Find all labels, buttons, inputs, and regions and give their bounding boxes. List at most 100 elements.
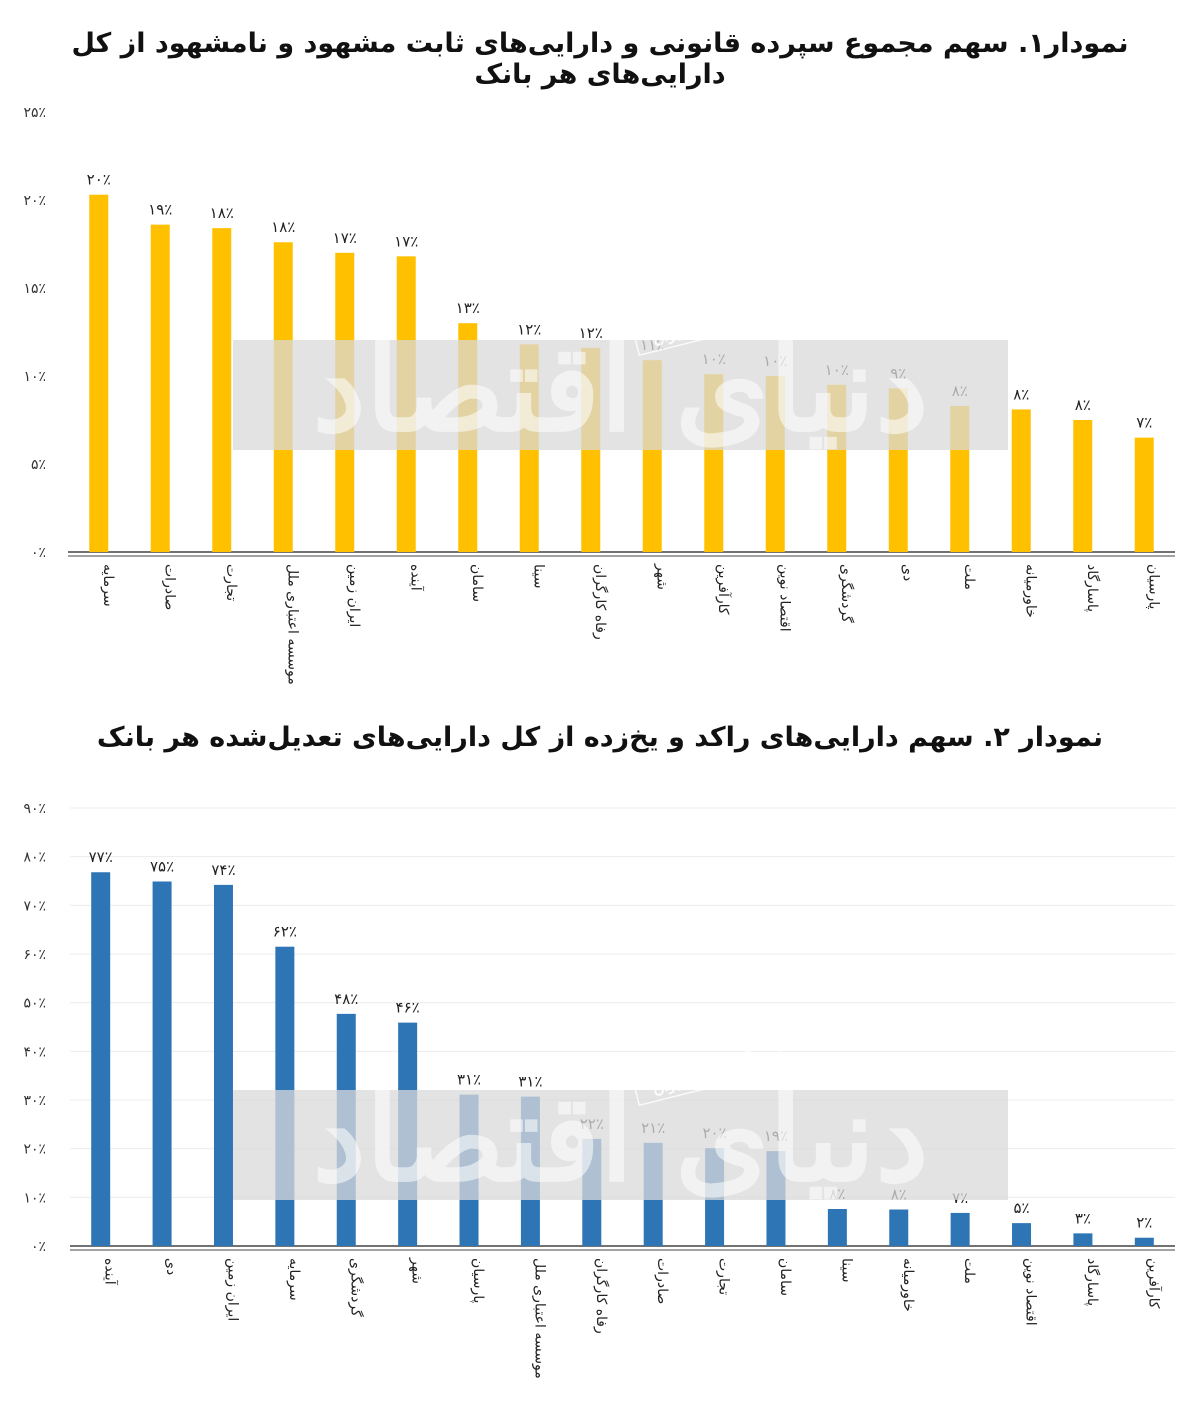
chart2-data-label: ۴۶٪ <box>396 999 420 1017</box>
chart2-data-label: ۸٪ <box>891 1186 907 1204</box>
chart2-category-label: صادرات <box>654 1258 670 1304</box>
chart1-data-label: ۱۳٪ <box>456 299 480 317</box>
chart2-category-label: تجارت <box>716 1258 732 1295</box>
chart1-data-label: ۲۰٪ <box>87 171 111 189</box>
chart1-category-label: ایران زمین <box>346 564 362 627</box>
chart2-data-label: ۵٪ <box>1013 1199 1029 1217</box>
chart1-category-label: پاسارگاد <box>1084 564 1101 612</box>
chart2-bar <box>398 1022 418 1246</box>
chart2-data-label: ۲۲٪ <box>580 1115 604 1133</box>
chart2-ytick-label: ۶۰٪ <box>23 947 46 963</box>
chart1-ytick-label: ۲۵٪ <box>23 105 46 121</box>
chart1-bar <box>150 224 170 552</box>
chart1-data-label: ۸٪ <box>1013 385 1029 403</box>
chart2-data-label: ۳٪ <box>1075 1209 1091 1227</box>
chart1-data-label: ۸٪ <box>1075 396 1091 414</box>
chart2-category-label: آینده <box>102 1258 119 1286</box>
chart1-category-label: رفاه کارگران <box>592 564 609 640</box>
chart1-bar <box>1011 409 1031 552</box>
chart2-data-label: ۳۱٪ <box>518 1073 542 1091</box>
chart2-data-label: ۷۴٪ <box>211 861 235 879</box>
chart2-category-label: اقتصاد نوین <box>1023 1258 1039 1326</box>
chart2-ytick-label: ۱۰٪ <box>23 1190 46 1206</box>
chart1-category-label: اقتصاد نوین <box>776 564 792 632</box>
chart2-category-label: سرمایه <box>286 1258 302 1301</box>
chart2-bar <box>520 1096 540 1246</box>
chart2-bar <box>1134 1237 1154 1246</box>
chart1-ytick-label: ۰٪ <box>31 545 46 561</box>
chart1-category-label: کارآفرین <box>715 564 732 615</box>
chart1-data-label: ۱۲٪ <box>517 320 541 338</box>
chart2-bar <box>213 884 233 1246</box>
chart1-ytick-label: ۱۵٪ <box>23 281 46 297</box>
chart1-data-label: ۱۷٪ <box>394 232 418 250</box>
chart2-bar <box>1012 1223 1032 1246</box>
chart2-category-label: رفاه کارگران <box>593 1258 610 1334</box>
chart1-ytick-label: ۱۰٪ <box>23 369 46 385</box>
chart1-watermark-badge-frame <box>632 292 786 357</box>
chart2-data-label: ۲۱٪ <box>641 1119 665 1137</box>
chart1-title: نمودار۱. سهم مجموع سپرده قانونی و دارایی… <box>71 28 1129 90</box>
chart1-category-label: سامان <box>469 564 485 602</box>
chart2-watermark-badge: روزنامه صبح ایران <box>632 1042 786 1107</box>
chart2-ytick-label: ۵۰٪ <box>23 996 46 1012</box>
chart2-data-label: ۳۱٪ <box>457 1071 481 1089</box>
chart1-data-label: ۱۷٪ <box>333 229 357 247</box>
chart2-category-label: دی <box>163 1258 179 1275</box>
chart1-category-label: گردشگری <box>838 564 855 623</box>
chart2-category-label: گردشگری <box>347 1258 364 1317</box>
chart2-bar <box>827 1209 847 1246</box>
chart1-category-label: آینده <box>407 564 424 592</box>
chart2-bar <box>91 872 111 1246</box>
chart1-bar <box>212 228 232 552</box>
chart1-svg: ۰٪ ۵٪ ۱۰٪ ۱۵٪ ۲۰٪ ۲۵٪ ۲۰٪ سرمایه ۱۹٪ صادرات ۱۸٪ تجا… <box>23 105 1175 685</box>
chart2-bar <box>643 1142 663 1246</box>
chart1-watermark-logo: دنیای اقتصاد <box>312 318 928 459</box>
chart1-category-label: ملت <box>961 564 977 590</box>
chart1-category-label: خاورمیانه <box>1022 564 1038 618</box>
chart2-bar <box>152 881 172 1246</box>
chart1-bar <box>1073 420 1093 552</box>
chart2-category-label: موسسه اعتباری ملل <box>531 1258 547 1379</box>
chart1-data-label: ۱۹٪ <box>148 201 172 219</box>
chart1-data-label: ۱۸٪ <box>210 204 234 222</box>
chart2-data-label: ۲٪ <box>1136 1214 1152 1232</box>
chart2-data-label: ۱۹٪ <box>764 1127 788 1145</box>
chart1-watermark-band <box>233 340 1008 450</box>
chart1-category-label: تجارت <box>223 564 239 601</box>
chart1-data-label: ۱۸٪ <box>271 218 295 236</box>
chart1-bar <box>1134 437 1154 552</box>
chart1-ytick-label: ۲۰٪ <box>23 193 46 209</box>
chart2-category-label: ملت <box>961 1258 977 1284</box>
chart2-bar <box>1073 1233 1093 1246</box>
chart2-data-label: ۷٪ <box>952 1189 968 1207</box>
chart1-category-label: دی <box>899 564 915 581</box>
chart2-bar <box>336 1013 356 1246</box>
chart2-watermark-badge-frame <box>632 1042 786 1107</box>
chart1-ytick-label: ۵٪ <box>31 457 46 473</box>
chart2-ytick-label: ۴۰٪ <box>23 1044 46 1060</box>
chart2-ytick-label: ۸۰٪ <box>23 850 46 866</box>
chart2-bar <box>582 1138 602 1246</box>
chart2-bar <box>950 1212 970 1246</box>
chart1-category-label: شهر <box>653 563 669 590</box>
chart2-data-label: ۶۲٪ <box>273 923 297 941</box>
chart2-category-label: ایران زمین <box>224 1258 240 1321</box>
chart1-category-label: سینا <box>530 564 546 588</box>
chart2-ytick-label: ۹۰٪ <box>23 801 46 817</box>
chart1-category-label: صادرات <box>161 564 177 610</box>
chart1-bar <box>89 194 109 552</box>
chart2-watermark-sub: روزنامه صبح ایران <box>651 1053 768 1098</box>
chart2-data-label: ۸٪ <box>829 1185 845 1203</box>
chart2-category-label: سینا <box>838 1258 854 1282</box>
chart2-ytick-label: ۲۰٪ <box>23 1142 46 1158</box>
chart2-ytick-label: ۳۰٪ <box>23 1093 46 1109</box>
chart2-ytick-label: ۰٪ <box>31 1239 46 1255</box>
chart2-category-label: پاسارگاد <box>1084 1258 1101 1306</box>
chart2-category-label: شهر <box>409 1257 425 1284</box>
chart2-watermark-logo: دنیای اقتصاد <box>312 1068 928 1209</box>
chart2-category-label: خاورمیانه <box>900 1258 916 1312</box>
chart1-data-label: ۷٪ <box>1136 414 1152 432</box>
